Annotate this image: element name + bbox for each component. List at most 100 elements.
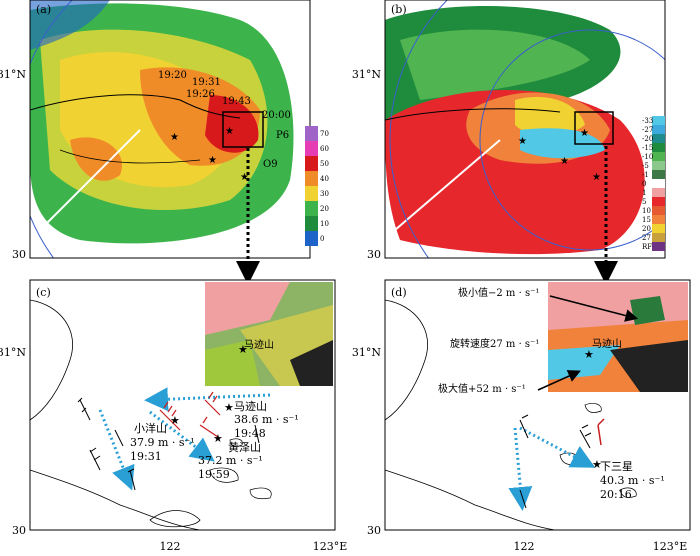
map-d-part: ★ (592, 458, 602, 471)
note: 旋转速度27 m · s⁻¹ (450, 337, 539, 350)
colorbar-label: 15 (642, 216, 651, 224)
panel-label: (b) (391, 3, 407, 16)
radar-reflectivity-part (59, 149, 201, 164)
map-c-part (159, 391, 221, 438)
colorbar-part (652, 143, 665, 152)
map-c-part: ★ (224, 401, 234, 414)
map-c-part-part (77, 397, 91, 421)
map-c-part (149, 510, 201, 528)
lat-label: 31°N (352, 346, 381, 359)
annotation: 19:26 (186, 89, 215, 100)
colorbar-label: -27 (642, 126, 653, 134)
colorbar-label: 60 (320, 145, 329, 153)
colorbar-part (305, 126, 318, 141)
map-d-part: ★ (584, 348, 594, 361)
panel-label: (c) (36, 286, 51, 299)
map-c-part-part (98, 409, 135, 491)
colorbar-part (305, 156, 318, 171)
station-speed: 40.3 m · s⁻¹ (600, 474, 665, 487)
panel-label: (a) (36, 3, 51, 16)
colorbar (652, 116, 665, 251)
colorbar-label: -5 (642, 162, 649, 170)
radar-velocity-part (479, 29, 665, 251)
annotation: 19:20 (158, 70, 187, 81)
lon-label: 122 (514, 540, 535, 553)
map-c-part (290, 340, 333, 386)
colorbar-part (305, 231, 318, 246)
map-d-part-part (537, 370, 581, 391)
colorbar-part (652, 233, 665, 242)
colorbar-part (652, 242, 665, 251)
colorbar-part (652, 188, 665, 197)
map-d-part-part (579, 424, 592, 449)
lon-label: 123°E (313, 540, 348, 553)
radar-reflectivity-part (30, 0, 110, 50)
colorbar-part (305, 141, 318, 156)
annotation: O9 (263, 159, 278, 170)
colorbar-part (652, 224, 665, 233)
lat-label: 30 (367, 524, 381, 537)
colorbar-part (652, 134, 665, 143)
radar-velocity: ★ ★ ★ ★ (385, 0, 665, 258)
inset-label: 马迹山 (592, 337, 622, 350)
map-c-part-part (204, 391, 221, 416)
colorbar-label: 40 (320, 175, 329, 183)
station-speed: 38.6 m · s⁻¹ (234, 413, 299, 426)
colorbar-label: -20 (642, 135, 653, 143)
time-annotations: 19:20 19:31 19:26 19:43 20:00 P6 O9 (158, 70, 291, 170)
radar-velocity-part (515, 96, 585, 137)
station-time: 19:31 (130, 450, 162, 463)
colorbar-label: -1 (642, 171, 649, 179)
radar-reflectivity-part: ★ ★ ★ ★ (170, 126, 249, 183)
radar-reflectivity-part (30, 94, 241, 119)
radar-velocity-part (394, 139, 501, 231)
radar-reflectivity: ★ ★ ★ ★ (30, 0, 310, 258)
radar-velocity-part: ★ ★ ★ ★ (518, 128, 601, 183)
lat-label: 31°N (0, 346, 26, 359)
radar-reflectivity-part-part: ★ (170, 132, 179, 143)
map-d-part-part (519, 414, 529, 439)
colorbar-part (652, 125, 665, 134)
colorbar-label: 1 (642, 189, 646, 197)
map-c-part: ★ (170, 414, 180, 427)
colorbar (305, 126, 318, 246)
radar-velocity-part (574, 111, 614, 145)
colorbar-label: 30 (320, 190, 329, 198)
colorbar-part (305, 186, 318, 201)
colorbar-part (652, 179, 665, 188)
colorbar-label: 10 (320, 220, 329, 228)
map-d-part-part (597, 418, 605, 446)
inset-label: 马迹山 (244, 338, 274, 351)
colorbar-label: 20 (642, 225, 651, 233)
radar-velocity-part (385, 108, 561, 121)
colorbar-label: 50 (320, 160, 329, 168)
lat-label: 30 (12, 248, 26, 261)
radar-reflectivity-part-part: ★ (225, 126, 234, 137)
map-c-part (205, 282, 290, 335)
colorbar-part (652, 197, 665, 206)
map-d-part (630, 296, 665, 325)
map-c-part-part (127, 468, 136, 491)
radar-reflectivity-part (205, 95, 259, 153)
map-d-part-part (519, 489, 527, 509)
colorbar-label: -10 (642, 153, 653, 161)
station-speed: 37.9 m · s⁻¹ (130, 436, 195, 449)
map-c-part (205, 340, 260, 386)
radar-velocity-part-part: ★ (518, 136, 527, 147)
map-d-part-part (549, 295, 639, 322)
colorbar-label: 70 (320, 130, 329, 138)
station-speed: 37.2 m · s⁻¹ (198, 454, 263, 467)
colorbar-label: RF (642, 243, 652, 251)
map-d-part (548, 345, 620, 380)
annotation: 19:43 (222, 96, 251, 107)
map-c: ★ ★ ★ ★ (29, 279, 336, 531)
radar-velocity-part-part: ★ (592, 172, 601, 183)
map-c-part-part (254, 424, 260, 444)
lat-label: 31°N (0, 68, 26, 81)
colorbar-part (305, 201, 318, 216)
colorbar-part (305, 216, 318, 231)
radar-velocity-part (520, 128, 605, 159)
map-d-part-part (519, 426, 596, 468)
